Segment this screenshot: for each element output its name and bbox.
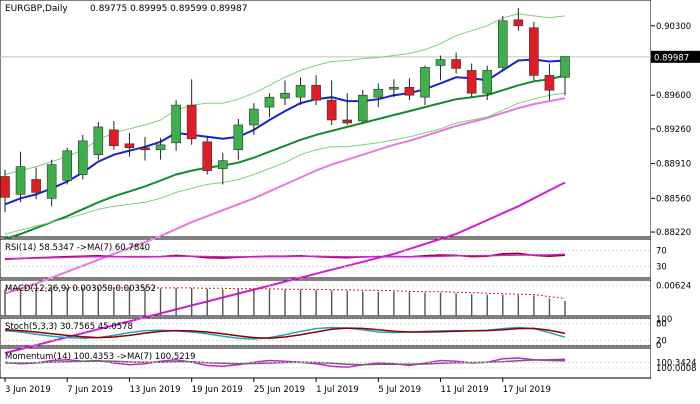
candle-body <box>46 164 57 199</box>
current-price-label: 0.89987 <box>654 53 689 63</box>
candle-body <box>373 88 384 98</box>
candle-body <box>77 140 88 175</box>
rsi-label: RSI(14) 58.5347 ->MA(7) 60.7840 <box>5 243 150 253</box>
x-tick-label: 3 Jun 2019 <box>5 385 51 395</box>
candle-body <box>389 86 399 90</box>
candle-body <box>560 56 570 78</box>
price-tick-label: 0.88910 <box>656 160 691 170</box>
current-price-tag <box>651 50 700 63</box>
price-tick-label: 0.89260 <box>656 125 691 135</box>
x-tick-label: 25 Jun 2019 <box>254 385 305 395</box>
candle-body <box>529 27 539 76</box>
candle-body <box>31 179 41 193</box>
candle-body <box>513 19 524 27</box>
main-layer <box>0 7 651 354</box>
chart-symbol: EURGBP,Daily <box>5 4 68 14</box>
main-pane <box>0 0 652 238</box>
stoch-tick-label: 0 <box>656 341 661 351</box>
candle-body <box>264 96 275 108</box>
candle-body <box>217 160 228 169</box>
macd-signal-line <box>5 287 566 299</box>
x-tick-label: 19 Jun 2019 <box>192 385 243 395</box>
x-tick-label: 5 Jul 2019 <box>378 385 421 395</box>
stoch-tick-label: 80 <box>656 320 667 330</box>
candle-body <box>124 143 135 149</box>
candle-body <box>233 124 244 151</box>
candle-body <box>451 59 461 69</box>
candle-body <box>497 20 508 68</box>
indicator-layer <box>0 250 651 369</box>
macd-label: MACD(12,26,9) 0.003050 0.003552 <box>5 284 156 294</box>
x-tick-label: 13 Jun 2019 <box>129 385 180 395</box>
candle-body <box>15 166 26 195</box>
candle-body <box>155 144 166 151</box>
candle-body <box>435 59 446 66</box>
stoch-label: Stoch(5,3,3) 30.7565 45.0578 <box>5 322 133 332</box>
overlay-line-5 <box>4 92 566 235</box>
macd-tick-label: 0.00624 <box>656 282 691 292</box>
price-axis <box>651 0 700 400</box>
candle-body <box>171 104 181 144</box>
overlay-line-1 <box>4 74 566 240</box>
rsi-series-1 <box>5 253 566 260</box>
candle-body <box>466 70 477 94</box>
candle-body <box>420 67 430 98</box>
x-tick-label: 11 Jul 2019 <box>441 385 489 395</box>
axis-layer: 0.90300 0.89600 0.89260 0.88910 0.88560 0.882… <box>4 22 700 395</box>
x-tick-label: 1 Jul 2019 <box>316 385 359 395</box>
price-tick-label: 0.90300 <box>656 22 691 32</box>
x-tick-label: 7 Jun 2019 <box>67 385 113 395</box>
overlay-line-3 <box>4 181 566 354</box>
candle-body <box>249 108 259 126</box>
momentum-label: Momentum(14) 100.4353 ->MA(7) 100.5219 <box>5 352 195 362</box>
price-tick-label: 0.88560 <box>656 194 691 204</box>
stoch-tick-label: 20 <box>656 336 667 346</box>
rsi-tick-label: 30 <box>656 262 667 272</box>
candle-body <box>0 176 10 198</box>
candle-body <box>202 141 213 171</box>
chart-ohlc: 0.89775 0.89995 0.89599 0.89987 <box>90 4 247 14</box>
candle-body <box>62 150 73 181</box>
candle-body <box>295 84 306 98</box>
momentum-tick-label: 100.0008 <box>656 364 697 374</box>
price-tick-label: 0.89600 <box>656 91 691 101</box>
candle-body <box>280 92 290 99</box>
candle-body <box>342 119 353 124</box>
candle-body <box>544 75 555 91</box>
candle-body <box>482 70 493 94</box>
price-tick-label: 0.88220 <box>656 228 691 238</box>
candle-body <box>311 84 321 101</box>
x-tick-label: 17 Jul 2019 <box>503 385 551 395</box>
candle-body <box>109 129 119 147</box>
momentum-tick-label: 100.3424 <box>656 358 697 368</box>
candle-body <box>326 99 337 121</box>
stoch-series-1 <box>4 327 566 339</box>
candle-body <box>404 86 415 96</box>
overlay-line-2 <box>4 97 566 295</box>
stoch-tick-label: 100 <box>656 315 672 325</box>
candle-body <box>186 104 197 140</box>
rsi-tick-label: 70 <box>656 247 667 257</box>
candle-body <box>93 126 104 155</box>
candle-body <box>140 147 150 151</box>
candle-body <box>357 94 368 122</box>
